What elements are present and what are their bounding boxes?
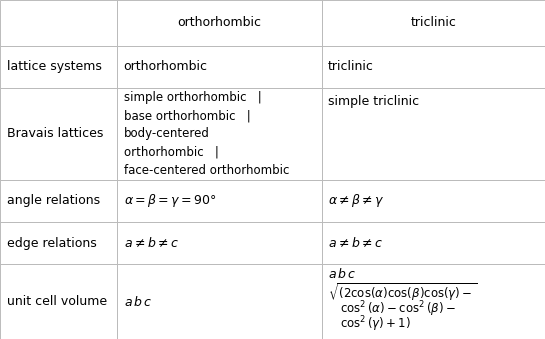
Bar — [117, 0, 322, 46]
Text: orthorhombic: orthorhombic — [177, 16, 262, 29]
Text: body-centered: body-centered — [124, 127, 210, 140]
Text: $a\,b\,c$: $a\,b\,c$ — [124, 295, 152, 309]
Text: simple triclinic: simple triclinic — [328, 95, 419, 108]
Text: triclinic: triclinic — [328, 60, 374, 74]
Bar — [0, 264, 117, 339]
Bar — [322, 222, 545, 264]
Text: $\sqrt{(2\cos(\alpha)\cos(\beta)\cos(\gamma)-}$: $\sqrt{(2\cos(\alpha)\cos(\beta)\cos(\ga… — [328, 281, 477, 303]
Bar — [117, 46, 322, 88]
Bar — [0, 46, 117, 88]
Text: simple orthorhombic   |: simple orthorhombic | — [124, 91, 262, 104]
Bar — [117, 88, 322, 180]
Text: orthorhombic: orthorhombic — [124, 60, 208, 74]
Text: edge relations: edge relations — [7, 237, 96, 250]
Text: triclinic: triclinic — [410, 16, 456, 29]
Text: $\cos^2(\alpha) - \cos^2(\beta) -$: $\cos^2(\alpha) - \cos^2(\beta) -$ — [340, 299, 456, 319]
Text: orthorhombic   |: orthorhombic | — [124, 146, 219, 159]
Text: angle relations: angle relations — [7, 194, 100, 207]
Bar — [117, 264, 322, 339]
Text: $\alpha \neq \beta \neq \gamma$: $\alpha \neq \beta \neq \gamma$ — [328, 192, 385, 210]
Text: lattice systems: lattice systems — [7, 60, 101, 74]
Bar — [0, 88, 117, 180]
Text: unit cell volume: unit cell volume — [7, 295, 107, 308]
Bar — [322, 264, 545, 339]
Bar — [322, 88, 545, 180]
Text: $\alpha = \beta = \gamma = 90°$: $\alpha = \beta = \gamma = 90°$ — [124, 192, 216, 210]
Text: Bravais lattices: Bravais lattices — [7, 127, 103, 140]
Text: base orthorhombic   |: base orthorhombic | — [124, 109, 251, 122]
Text: $a \neq b \neq c$: $a \neq b \neq c$ — [328, 236, 383, 250]
Text: $a\,b\,c$: $a\,b\,c$ — [328, 267, 356, 281]
Bar — [117, 222, 322, 264]
Bar — [0, 180, 117, 222]
Bar — [0, 0, 117, 46]
Bar — [0, 222, 117, 264]
Bar — [322, 0, 545, 46]
Bar — [322, 180, 545, 222]
Bar — [117, 180, 322, 222]
Text: $a \neq b \neq c$: $a \neq b \neq c$ — [124, 236, 179, 250]
Bar — [322, 46, 545, 88]
Text: face-centered orthorhombic: face-centered orthorhombic — [124, 164, 289, 177]
Text: $\cos^2(\gamma) + 1)$: $\cos^2(\gamma) + 1)$ — [340, 314, 411, 334]
